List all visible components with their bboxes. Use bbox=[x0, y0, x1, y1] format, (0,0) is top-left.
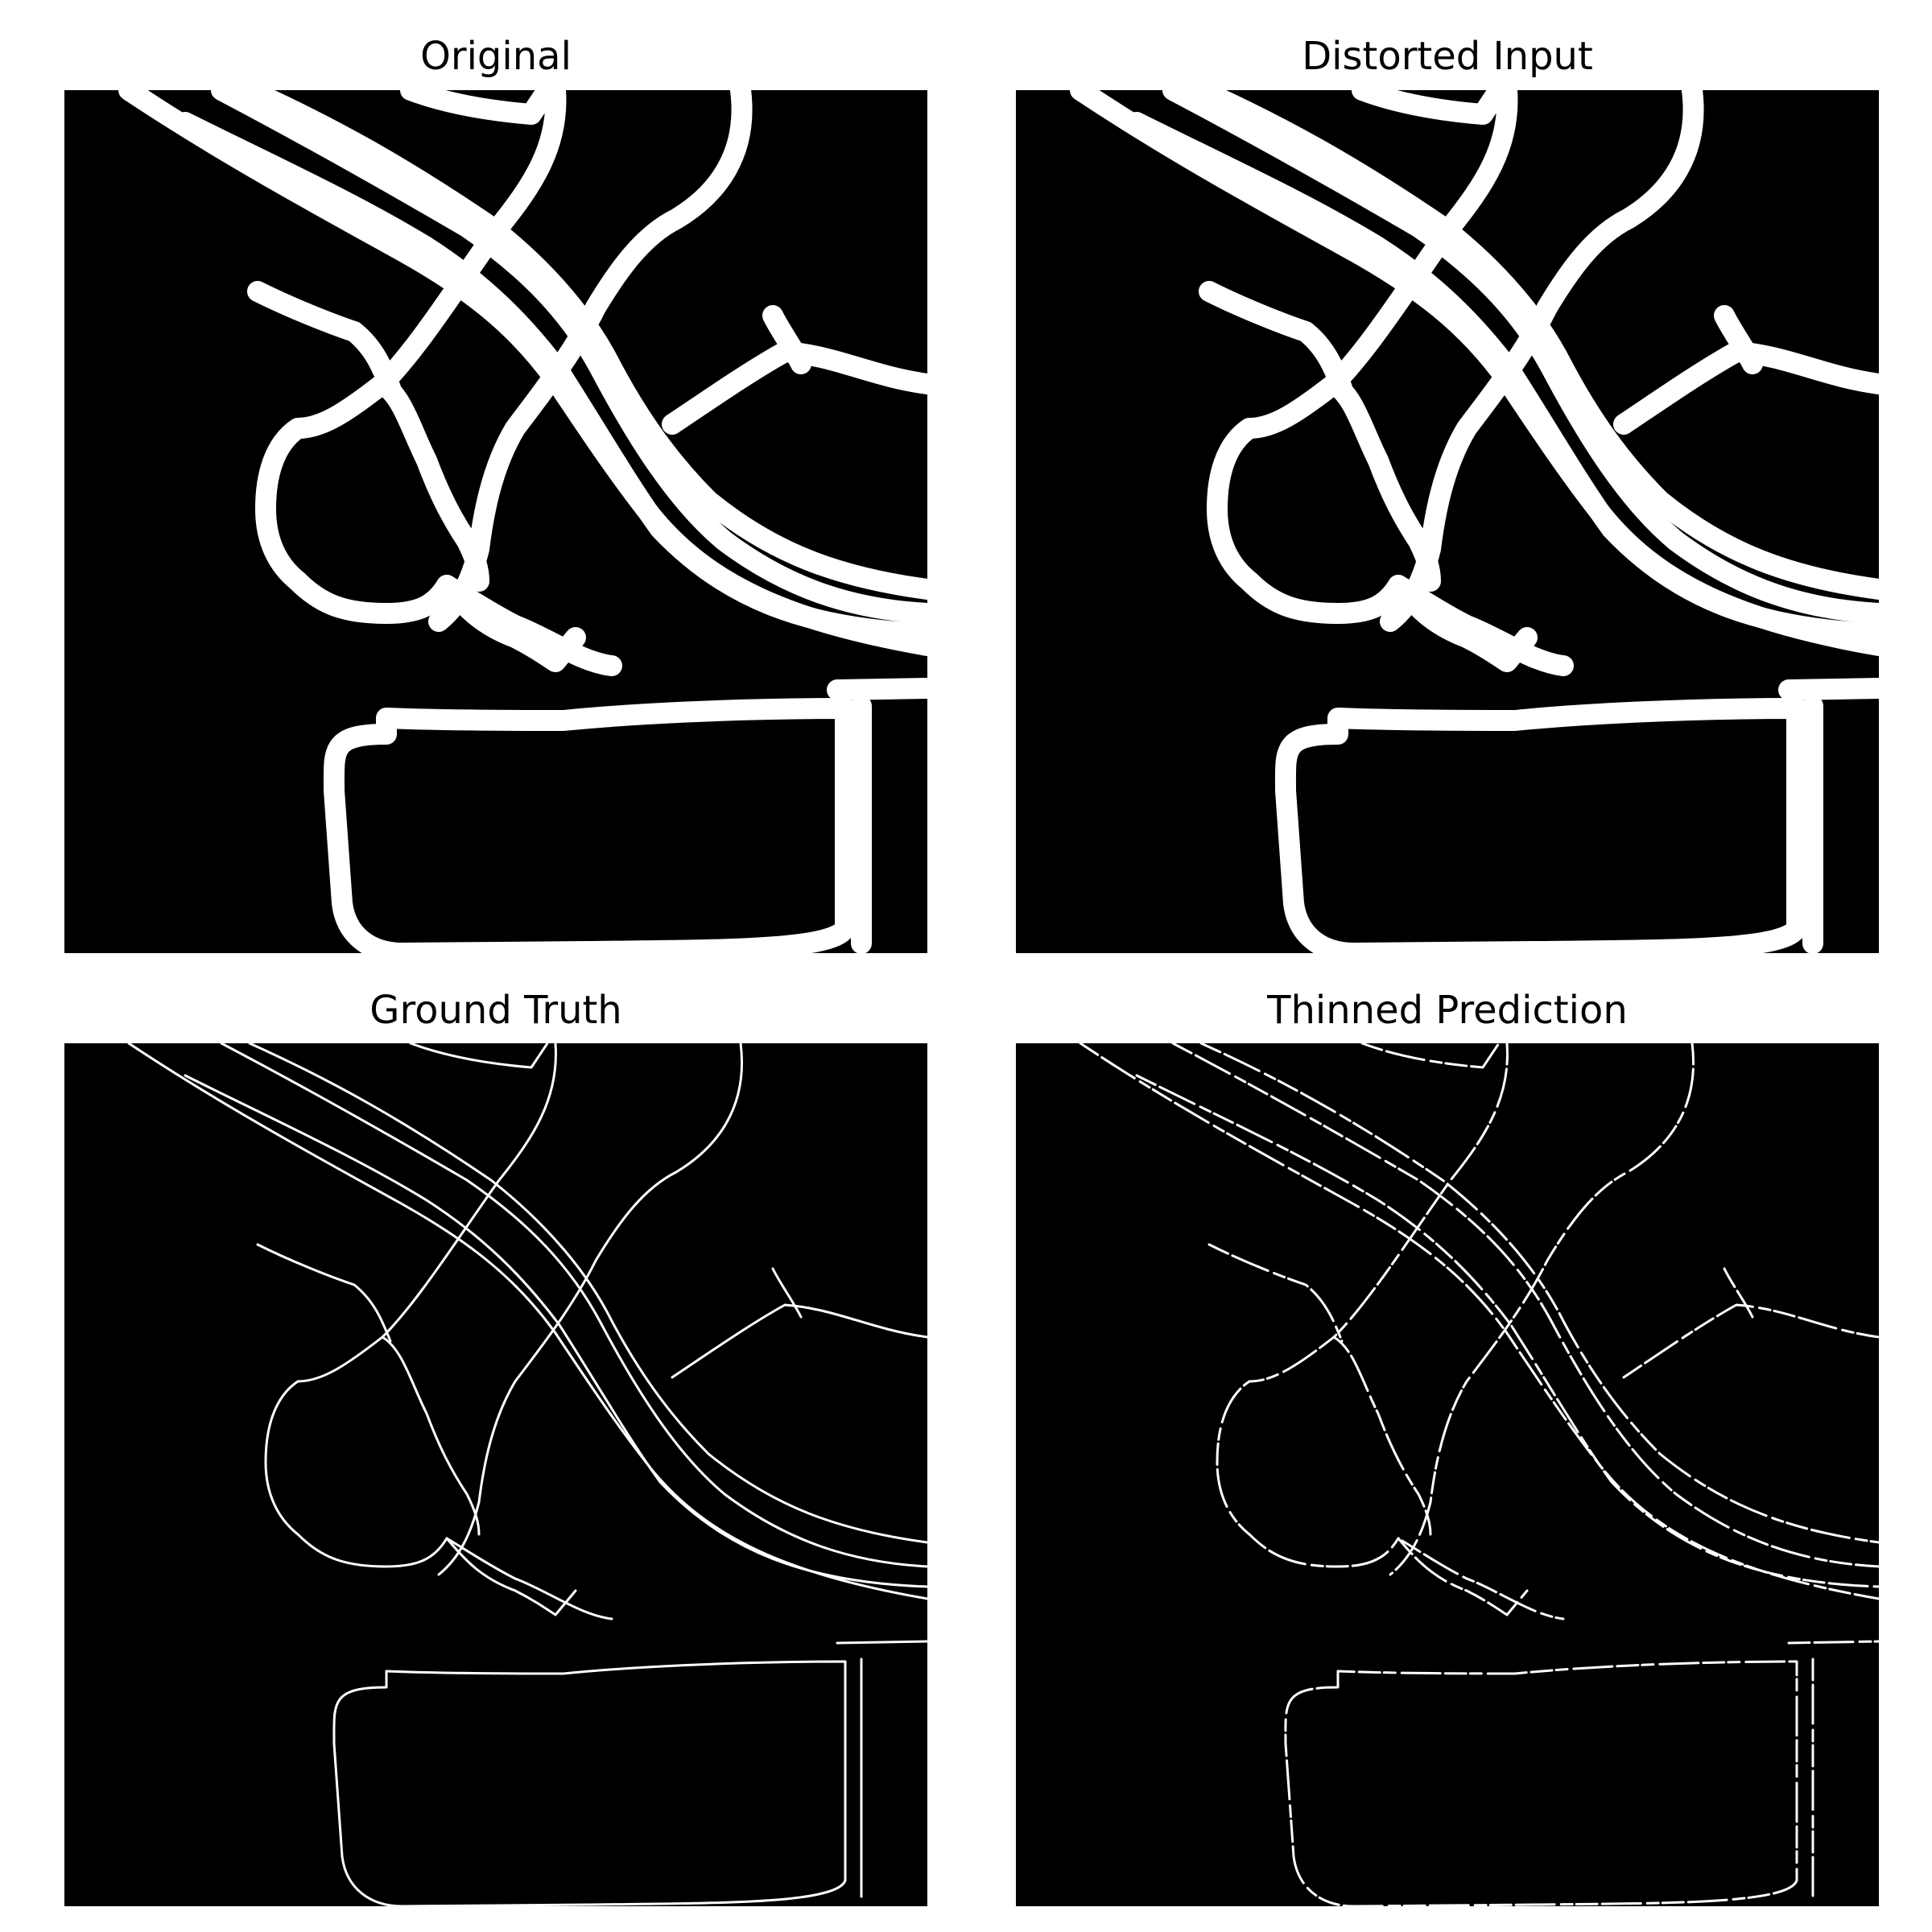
road-west-spur bbox=[256, 1243, 392, 1343]
road-top-hook bbox=[1352, 90, 1509, 125]
image-original bbox=[64, 90, 927, 953]
road-branch-up bbox=[771, 1267, 803, 1319]
road-hook-end bbox=[436, 575, 586, 672]
road-block-right bbox=[1787, 1640, 1879, 1898]
road-block-right bbox=[827, 678, 927, 953]
road-loop-inner bbox=[1332, 1335, 1432, 1536]
road-west-spur bbox=[247, 281, 401, 398]
road-top-hook bbox=[400, 90, 558, 125]
panel-title-thinned-prediction: Thinned Prediction bbox=[1267, 988, 1628, 1033]
road-diagonal-4 bbox=[248, 1043, 927, 1544]
road-branch-up bbox=[762, 305, 811, 374]
road-s-curve-1 bbox=[264, 1043, 557, 1536]
road-s-curve-2 bbox=[1389, 1043, 1695, 1576]
road-top-hook bbox=[1360, 1043, 1501, 1069]
image-ground-truth bbox=[64, 1043, 927, 1906]
panel-title-original: Original bbox=[420, 34, 572, 79]
road-diagonal-4 bbox=[239, 90, 927, 600]
road-hook-end bbox=[1388, 575, 1538, 672]
road-loop-inner bbox=[381, 1335, 481, 1536]
road-diagonal-4 bbox=[1191, 90, 1879, 600]
skeleton-thinned-prediction bbox=[1079, 1043, 1879, 1906]
road-hook-end bbox=[445, 1537, 577, 1616]
road-diagonal-4 bbox=[1199, 1043, 1879, 1544]
road-diagonal-2 bbox=[184, 1074, 927, 1588]
road-block bbox=[323, 698, 856, 953]
road-diagonal-3 bbox=[211, 90, 927, 624]
road-west-spur bbox=[1208, 1243, 1344, 1343]
road-diagonal-3 bbox=[1162, 90, 1879, 624]
panel-title-distorted-input: Distorted Input bbox=[1302, 34, 1593, 79]
road-s-curve-1 bbox=[1216, 1043, 1509, 1536]
road-diagonal-1 bbox=[127, 1043, 927, 1600]
road-diagonal-2 bbox=[1135, 1074, 1879, 1588]
road-block bbox=[1274, 698, 1807, 953]
road-branch-up bbox=[1723, 1267, 1754, 1319]
road-block-right bbox=[836, 1640, 927, 1898]
road-block bbox=[332, 1660, 847, 1906]
road-block-right bbox=[1778, 678, 1879, 953]
road-branch-right bbox=[671, 1303, 927, 1379]
road-top-hook bbox=[409, 1043, 549, 1069]
road-mask-distorted bbox=[1070, 90, 1879, 953]
skeleton-ground-truth bbox=[127, 1043, 927, 1906]
road-s-curve-1 bbox=[255, 90, 567, 592]
road-branch-up bbox=[1714, 305, 1763, 374]
road-loop-inner bbox=[1323, 374, 1441, 592]
road-s-curve-1 bbox=[1207, 90, 1518, 592]
road-west-spur bbox=[1199, 281, 1352, 398]
road-s-curve-2 bbox=[437, 1043, 743, 1576]
road-branch-right bbox=[1622, 1303, 1879, 1379]
image-thinned-prediction bbox=[1016, 1043, 1879, 1906]
road-diagonal-3 bbox=[1171, 1043, 1879, 1568]
road-mask-original bbox=[118, 90, 927, 953]
road-loop-inner bbox=[372, 374, 489, 592]
panel-title-ground-truth: Ground Truth bbox=[369, 988, 622, 1033]
road-block bbox=[1284, 1660, 1798, 1906]
road-diagonal-3 bbox=[220, 1043, 927, 1568]
road-hook-end bbox=[1397, 1537, 1529, 1616]
image-distorted-input bbox=[1016, 90, 1879, 953]
road-diagonal-1 bbox=[1079, 1043, 1879, 1600]
